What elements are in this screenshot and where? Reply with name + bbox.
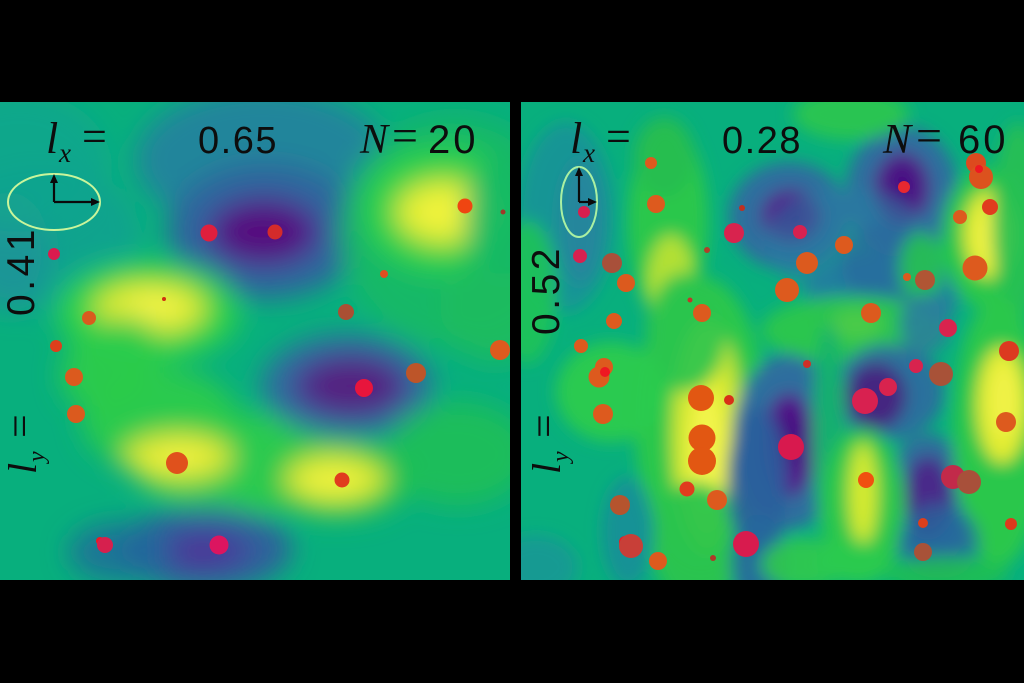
svg-text:0.41: 0.41	[0, 226, 43, 316]
svg-text:x: x	[582, 138, 595, 168]
svg-text:l: l	[46, 114, 58, 163]
svg-text:l: l	[570, 114, 582, 163]
svg-text:0.52: 0.52	[525, 245, 568, 335]
svg-text:=: =	[392, 110, 418, 161]
svg-text:l: l	[0, 463, 45, 474]
svg-text:20: 20	[428, 118, 479, 162]
svg-text:y: y	[548, 451, 574, 464]
svg-text:0.65: 0.65	[198, 120, 278, 162]
svg-text:N: N	[359, 117, 390, 163]
svg-text:=: =	[82, 112, 107, 161]
svg-text:=: =	[916, 110, 942, 161]
svg-text:l: l	[524, 463, 569, 474]
svg-text:60: 60	[958, 118, 1009, 162]
svg-text:N: N	[882, 117, 913, 163]
svg-text:x: x	[58, 138, 71, 168]
svg-text:=: =	[606, 112, 631, 161]
svg-text:0.28: 0.28	[722, 120, 802, 162]
svg-text:=: =	[522, 414, 568, 438]
svg-text:y: y	[24, 451, 50, 464]
svg-text:=: =	[0, 414, 44, 438]
